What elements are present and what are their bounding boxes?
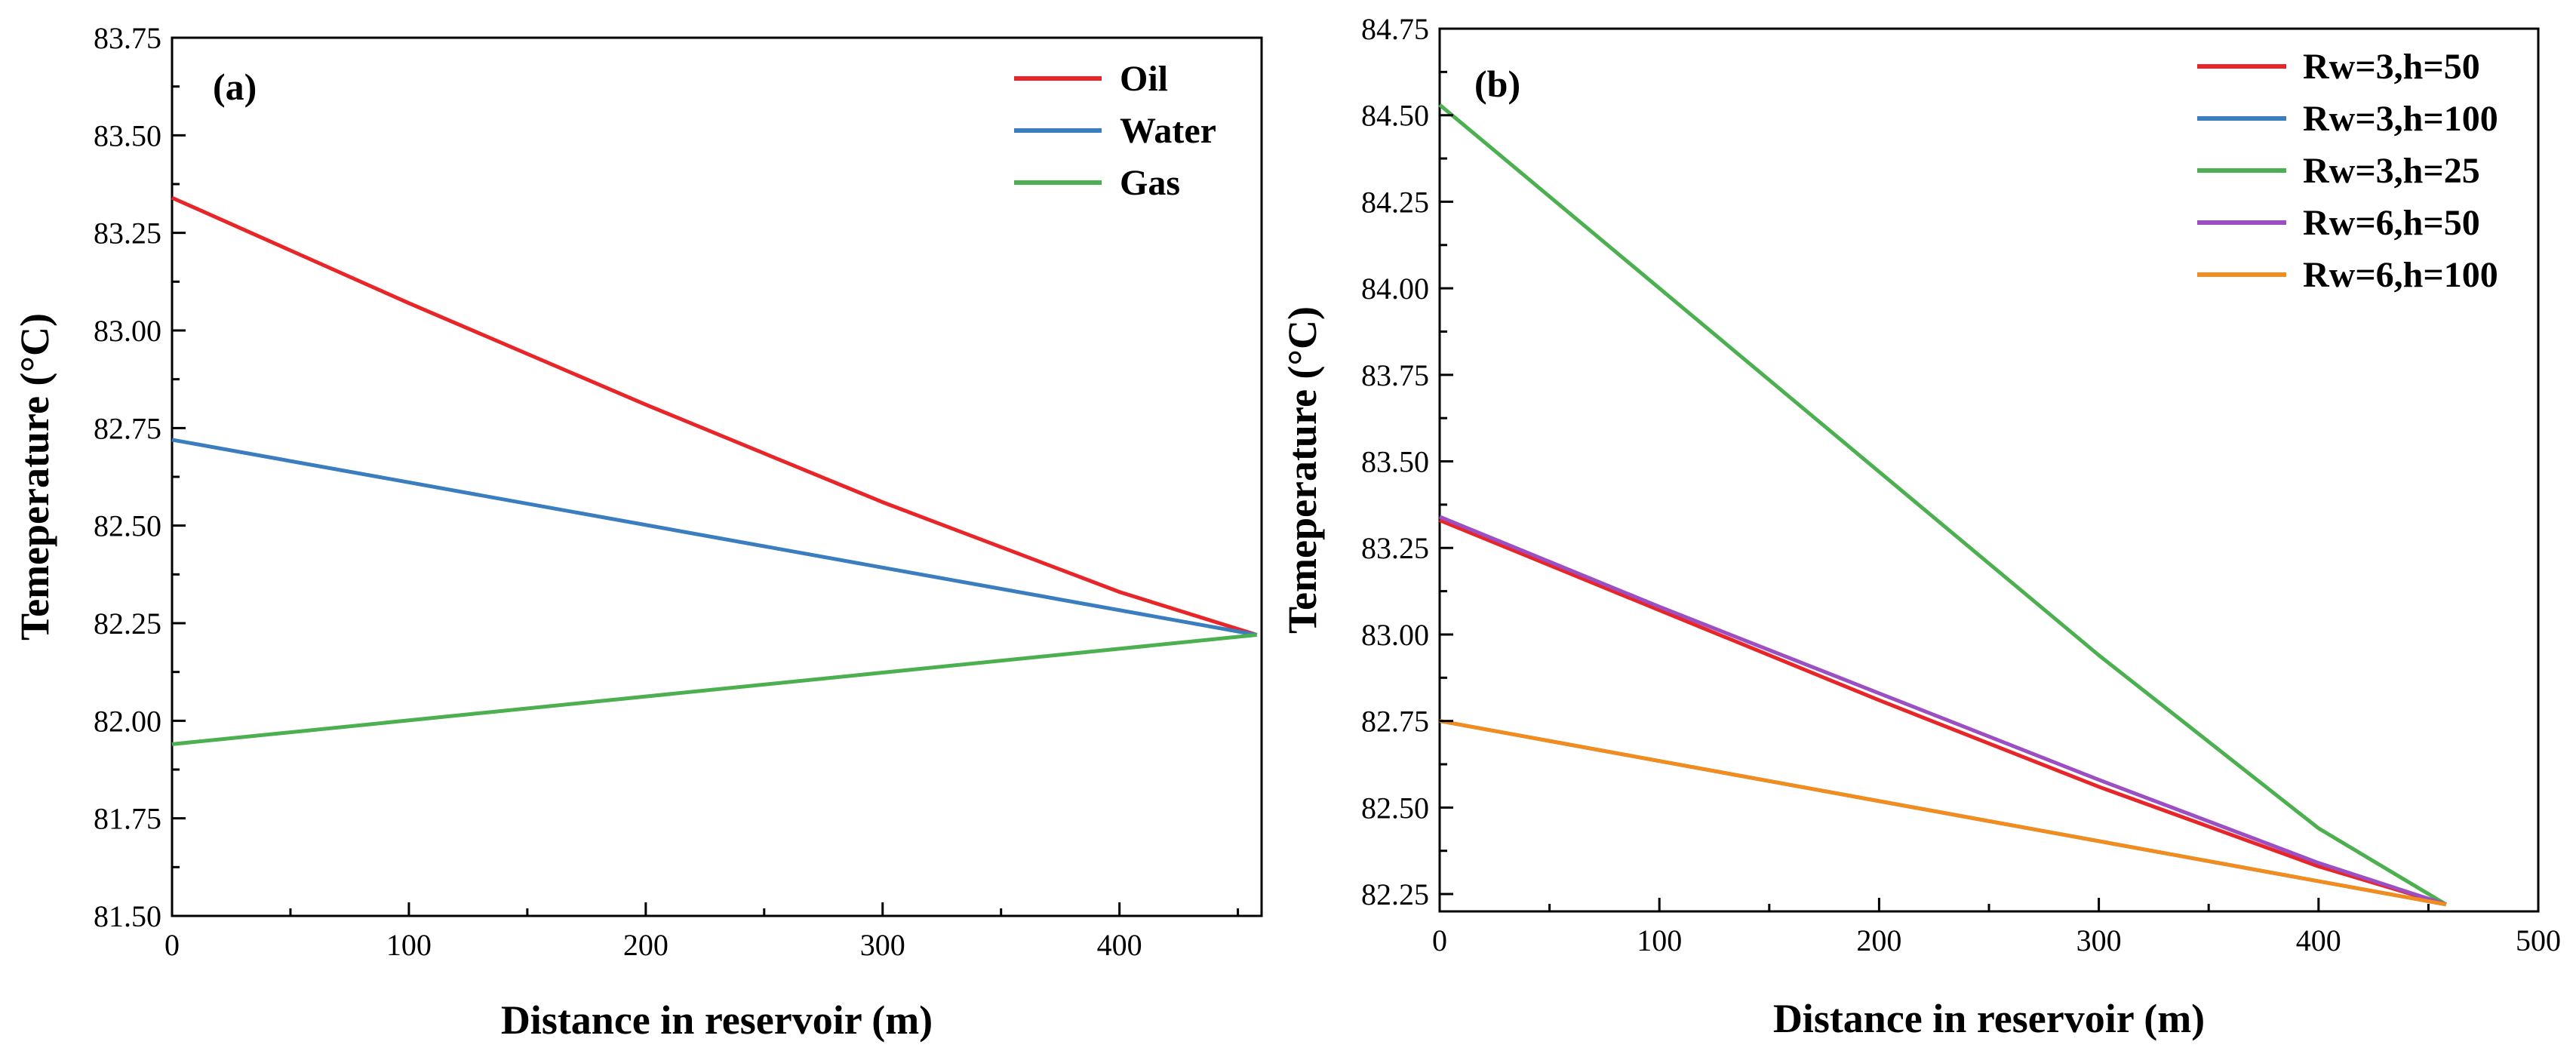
x-tick-label: 0	[1432, 923, 1447, 957]
x-tick-label: 500	[2516, 923, 2561, 957]
series-line-2	[171, 633, 1257, 746]
y-tick-label: 84.75	[1361, 12, 1429, 46]
legend-label-1: Water	[1120, 111, 1216, 151]
y-tick-label: 83.25	[94, 217, 161, 250]
y-tick-label: 83.00	[94, 314, 161, 348]
y-tick-label: 82.75	[1361, 705, 1429, 739]
x-tick-label: 400	[1097, 928, 1142, 962]
y-tick-label: 82.75	[94, 411, 161, 445]
legend-label-0: Rw=3,h=50	[2303, 47, 2480, 87]
x-tick-label: 200	[1856, 923, 1901, 957]
y-tick-label: 81.50	[94, 899, 161, 933]
series-line-0	[171, 195, 1258, 637]
y-tick-label: 82.50	[94, 509, 161, 543]
legend-label-1: Rw=3,h=100	[2303, 99, 2498, 139]
y-tick-label: 83.25	[1361, 531, 1429, 565]
y-tick-label: 83.50	[1361, 445, 1429, 479]
y-tick-label: 84.50	[1361, 99, 1429, 133]
chart-panel-a: 0 100 200 300 400 81.50 81.75 82.00 82.25 82.50 82…	[12, 21, 1263, 1043]
series-line-3	[1439, 515, 2447, 907]
x-tick-label: 300	[2076, 923, 2122, 957]
legend-label-3: Rw=6,h=50	[2303, 203, 2480, 243]
series-line-2	[1438, 103, 2447, 906]
y-axis-label: Temeperature (°C)	[12, 313, 57, 641]
legend-label-2: Rw=3,h=25	[2303, 151, 2480, 191]
legend: Rw=3,h=50 Rw=3,h=100 Rw=3,h=25 Rw=6,h=50 Rw=…	[2197, 47, 2498, 295]
y-tick-label: 82.00	[94, 704, 161, 738]
y-axis-label: Temeperature (°C)	[1280, 306, 1325, 634]
panel-label: (a)	[213, 66, 257, 108]
y-tick-label: 83.50	[94, 118, 161, 152]
y-tick-label: 82.50	[1361, 791, 1429, 825]
legend: Oil Water Gas	[1014, 59, 1216, 203]
y-tick-label: 83.75	[94, 21, 161, 55]
x-tick-label: 400	[2296, 923, 2341, 957]
y-tick-label: 82.25	[94, 607, 161, 641]
x-axis-label: Distance in reservoir (m)	[501, 997, 933, 1043]
x-axis-label: Distance in reservoir (m)	[1773, 996, 2205, 1041]
legend-label-4: Rw=6,h=100	[2303, 255, 2498, 295]
y-tick-label: 84.00	[1361, 272, 1429, 306]
series-line-4	[1439, 719, 2447, 907]
legend-label-0: Oil	[1120, 59, 1168, 99]
y-tick-label: 81.75	[94, 802, 161, 836]
x-tick-label: 300	[860, 928, 905, 962]
plot-frame	[171, 36, 1263, 917]
panel-label: (b)	[1474, 63, 1520, 105]
y-tick-label: 82.25	[1361, 877, 1429, 911]
y-tick-label: 83.75	[1361, 358, 1429, 392]
x-tick-label: 100	[386, 928, 432, 962]
x-tick-label: 0	[164, 928, 180, 962]
series-line-0	[1439, 518, 2447, 907]
chart-panel-b: 0 100 200 300 400 500 82.25 82.50 82.75 83.00 83.2…	[1280, 12, 2561, 1041]
series-line-1	[171, 438, 1258, 637]
legend-label-2: Gas	[1120, 163, 1180, 203]
y-tick-label: 84.25	[1361, 185, 1429, 219]
y-tick-label: 83.00	[1361, 618, 1429, 652]
x-tick-label: 200	[623, 928, 669, 962]
x-tick-label: 100	[1637, 923, 1682, 957]
